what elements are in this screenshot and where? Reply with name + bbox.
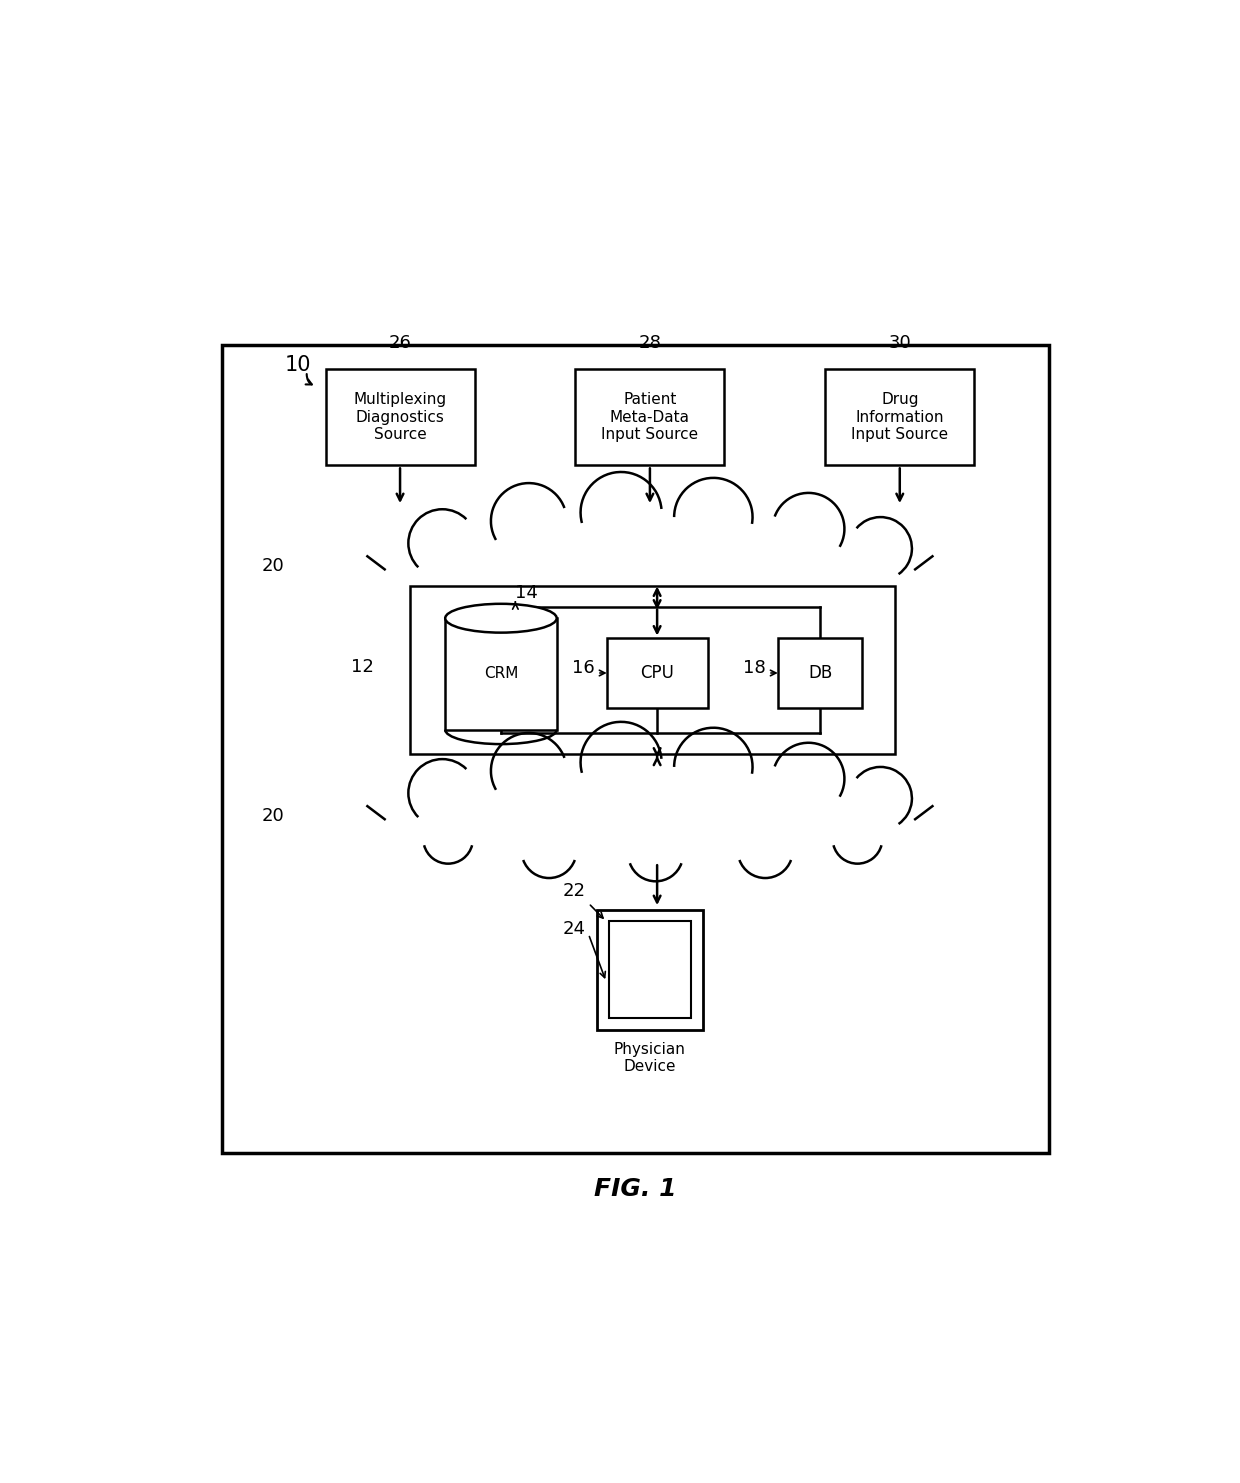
- FancyBboxPatch shape: [445, 618, 557, 730]
- Circle shape: [738, 823, 792, 878]
- Text: 30: 30: [888, 334, 911, 351]
- Circle shape: [773, 492, 844, 565]
- Text: Drug
Information
Input Source: Drug Information Input Source: [851, 393, 949, 442]
- FancyBboxPatch shape: [326, 369, 475, 466]
- Text: CPU: CPU: [640, 664, 675, 682]
- FancyBboxPatch shape: [777, 638, 862, 707]
- Circle shape: [580, 722, 662, 802]
- Circle shape: [408, 759, 476, 828]
- Text: 20: 20: [262, 807, 285, 825]
- FancyBboxPatch shape: [222, 346, 1049, 1152]
- Text: 22: 22: [563, 882, 585, 900]
- Circle shape: [675, 478, 753, 556]
- Text: 12: 12: [351, 658, 374, 676]
- Text: 16: 16: [573, 658, 595, 678]
- Ellipse shape: [376, 768, 924, 854]
- Text: 10: 10: [285, 354, 311, 375]
- Circle shape: [738, 574, 792, 629]
- Circle shape: [423, 564, 472, 614]
- Text: 24: 24: [563, 919, 585, 939]
- Text: 26: 26: [388, 334, 412, 351]
- Circle shape: [832, 814, 883, 863]
- Circle shape: [491, 483, 567, 559]
- Circle shape: [832, 564, 883, 614]
- Text: 20: 20: [262, 558, 285, 575]
- Circle shape: [408, 509, 476, 577]
- Text: DB: DB: [808, 664, 832, 682]
- Text: CRM: CRM: [484, 666, 518, 682]
- Circle shape: [773, 743, 844, 814]
- FancyBboxPatch shape: [606, 638, 708, 707]
- Ellipse shape: [376, 519, 924, 604]
- FancyBboxPatch shape: [575, 369, 724, 466]
- Circle shape: [629, 577, 683, 632]
- Text: 14: 14: [516, 584, 538, 602]
- Circle shape: [423, 814, 472, 863]
- Circle shape: [675, 728, 753, 807]
- Ellipse shape: [362, 509, 939, 614]
- Text: Patient
Meta-Data
Input Source: Patient Meta-Data Input Source: [601, 393, 698, 442]
- Text: Multiplexing
Diagnostics
Source: Multiplexing Diagnostics Source: [353, 393, 446, 442]
- FancyBboxPatch shape: [596, 911, 703, 1031]
- Circle shape: [522, 823, 577, 878]
- Circle shape: [491, 733, 567, 808]
- FancyBboxPatch shape: [609, 921, 691, 1019]
- Ellipse shape: [445, 604, 557, 633]
- Circle shape: [629, 826, 683, 881]
- Text: FIG. 1: FIG. 1: [594, 1176, 677, 1201]
- Ellipse shape: [362, 759, 939, 863]
- Circle shape: [522, 574, 577, 629]
- Circle shape: [849, 767, 911, 829]
- Text: Physician
Device: Physician Device: [614, 1041, 686, 1074]
- Circle shape: [580, 472, 662, 553]
- Text: 28: 28: [639, 334, 661, 351]
- FancyBboxPatch shape: [826, 369, 975, 466]
- Circle shape: [849, 518, 911, 580]
- FancyBboxPatch shape: [409, 586, 895, 753]
- Text: 18: 18: [744, 658, 766, 678]
